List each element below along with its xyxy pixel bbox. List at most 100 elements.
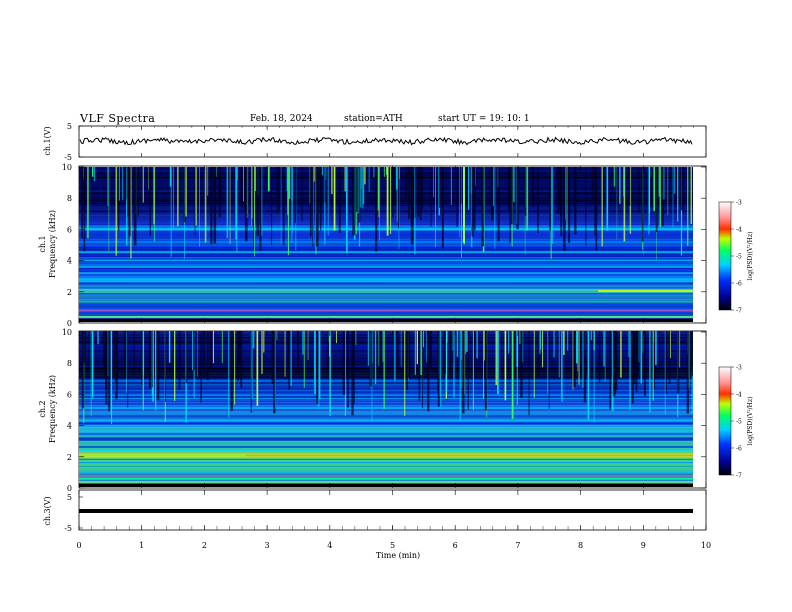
spectrogram-spike <box>237 167 238 181</box>
spectrogram-gap <box>659 331 660 375</box>
colorbar-tick-label: -6 <box>736 446 742 453</box>
spectrogram-gap <box>213 167 217 244</box>
spectrogram-band <box>79 383 693 386</box>
spectrogram-band <box>79 449 693 451</box>
spectrogram-spike <box>464 331 466 395</box>
spectrogram-gap <box>113 331 116 377</box>
spectrogram-gap <box>127 331 129 408</box>
ch2-spectrogram-image <box>79 331 693 487</box>
x-axis-label: Time (min) <box>376 551 420 560</box>
ch2-spectrogram-panel: 0 2 4 6 8 10 <box>62 328 707 493</box>
spectrogram-band <box>79 418 693 421</box>
spectrogram-gap <box>194 167 196 236</box>
spectrogram-spike <box>416 331 418 365</box>
ytick-label: 10 <box>62 163 72 172</box>
spectrogram-spike <box>422 331 424 348</box>
spectrogram-gap <box>165 331 166 402</box>
ytick-label: 8 <box>67 359 72 368</box>
spectrogram-band <box>79 338 693 340</box>
spectrogram-band <box>79 249 693 251</box>
start-ut-label: start UT = 19: 10: 1 <box>438 114 530 124</box>
ytick-label: -5 <box>64 524 72 533</box>
spectrogram-spike <box>513 167 515 203</box>
spectrogram-band <box>79 276 693 277</box>
spectrogram-gap <box>675 167 677 200</box>
spectrogram-spike <box>130 167 132 259</box>
spectrogram-band <box>79 364 693 365</box>
ytick-label: 0 <box>67 484 72 493</box>
spectrogram-spike <box>263 331 265 353</box>
spectrogram-spike <box>395 167 398 190</box>
spectrogram-gap <box>392 167 394 218</box>
spectrogram-gap <box>124 167 127 200</box>
ch1-waveform-trace <box>79 136 693 146</box>
spectrogram-band <box>79 417 693 419</box>
spectrogram-band <box>79 210 693 213</box>
spectrogram-spike <box>155 331 157 411</box>
spectrogram-spike <box>648 167 650 235</box>
spectrogram-band <box>79 396 693 398</box>
spectrogram-band <box>79 437 693 440</box>
spectrogram-spike <box>620 331 622 378</box>
spectrogram-band <box>79 374 693 376</box>
spectrogram-spike <box>126 331 127 393</box>
spectrogram-spike <box>385 167 388 175</box>
spectrogram-band <box>79 446 693 448</box>
spectrogram-band <box>79 388 693 390</box>
spectrogram-spike <box>426 331 427 363</box>
spectrogram-band <box>79 458 693 460</box>
spectrogram-gap <box>560 167 562 216</box>
spectrogram-spike <box>184 167 187 217</box>
spectrogram-spike <box>459 167 461 238</box>
spectrogram-spike <box>313 167 315 182</box>
spectrogram-gap <box>256 167 259 237</box>
spectrogram-spike <box>346 167 348 254</box>
spectrogram-spike <box>276 331 278 341</box>
spectrogram-spike <box>540 331 541 350</box>
spectrogram-spike <box>623 167 625 197</box>
spectrogram-band <box>79 176 693 179</box>
spectrogram-gap <box>338 167 341 233</box>
spectrogram-spike <box>226 167 229 238</box>
spectrogram-spike <box>398 167 400 179</box>
ch2-colorbar-label: log(PSD)(V²/Hz) <box>747 397 754 446</box>
spectrogram-gap <box>81 167 83 239</box>
spectrogram-band <box>79 404 693 407</box>
spectrogram-band <box>79 200 693 201</box>
spectrogram-band <box>79 241 693 243</box>
spectrogram-gap <box>137 167 139 217</box>
spectrogram-spike <box>327 167 329 236</box>
spectrogram-spike <box>321 167 323 175</box>
spectrogram-gap <box>680 167 684 211</box>
ch1-waveform-ticks: 5 -5 <box>64 122 83 162</box>
spectrogram-band <box>79 442 693 444</box>
spectrogram-spike <box>464 331 467 354</box>
spectrogram-band <box>79 334 693 336</box>
spectrogram-gap <box>507 167 510 212</box>
spectrogram-gap <box>324 167 326 203</box>
spectrogram-gap <box>410 167 414 245</box>
spectrogram-gap <box>282 167 285 245</box>
spectrogram-gap <box>108 331 111 412</box>
spectrogram-spike <box>93 167 96 182</box>
spectrogram-band <box>79 364 693 366</box>
spectrogram-band <box>79 228 693 230</box>
spectrogram-band <box>79 243 693 245</box>
spectrogram-spike <box>169 167 172 187</box>
spectrogram-band <box>79 370 693 373</box>
chart-title: VLF Spectra <box>80 112 156 125</box>
spectrogram-spike <box>566 167 568 229</box>
spectrogram-spike <box>483 331 484 399</box>
spectrogram-gap <box>418 331 421 401</box>
spectrogram-spike <box>495 331 498 385</box>
spectrogram-spike <box>291 167 293 234</box>
spectrogram-band <box>79 460 693 461</box>
spectrogram-spike <box>243 167 244 202</box>
spectrogram-spike <box>284 331 286 377</box>
spectrogram-spike <box>367 331 369 366</box>
spectrogram-spike <box>565 167 566 220</box>
spectrogram-band <box>79 220 693 222</box>
spectrogram-gap <box>259 167 262 251</box>
spectrogram-spike <box>289 167 291 199</box>
xtick-label: 8 <box>578 541 583 550</box>
